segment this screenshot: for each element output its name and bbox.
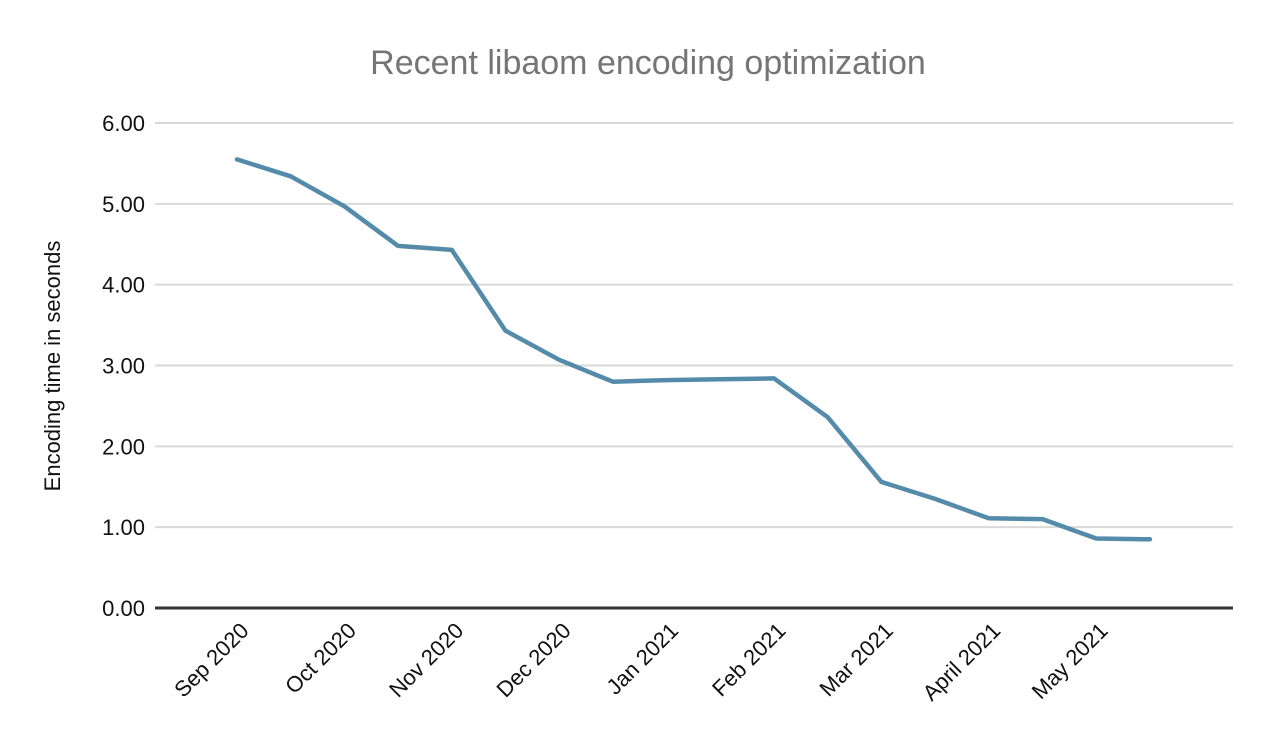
y-tick-label: 4.00 (102, 273, 145, 298)
chart-title: Recent libaom encoding optimization (370, 44, 926, 82)
x-tick-label: Nov 2020 (384, 618, 468, 702)
series-line-encoding-time-in-seconds (234, 157, 1153, 542)
y-tick-label: 6.00 (102, 111, 145, 136)
x-tick-label: Jan 2021 (601, 618, 683, 700)
y-tick-label: 1.00 (102, 515, 145, 540)
y-tick-label: 2.00 (102, 434, 145, 459)
y-axis-title: Encoding time in seconds (40, 241, 65, 492)
x-tick-label: Sep 2020 (169, 618, 253, 702)
x-axis-tick-labels: Sep 2020 Oct 2020 Nov 2020 Dec 2020 Jan 2021… (169, 618, 1112, 706)
x-tick-label: Oct 2020 (280, 618, 361, 699)
x-tick-label: Mar 2021 (815, 618, 898, 701)
y-tick-label: 0.00 (102, 596, 145, 621)
gridlines (155, 122, 1233, 610)
y-tick-label: 5.00 (102, 192, 145, 217)
data-series (234, 157, 1153, 542)
x-tick-label: Dec 2020 (491, 618, 575, 702)
x-tick-label: May 2021 (1027, 618, 1113, 704)
y-axis-tick-labels: 0.00 1.00 2.00 3.00 4.00 5.00 6.00 (102, 111, 145, 621)
y-tick-label: 3.00 (102, 354, 145, 379)
x-tick-label: April 2021 (918, 618, 1006, 706)
x-tick-label: Feb 2021 (707, 618, 790, 701)
